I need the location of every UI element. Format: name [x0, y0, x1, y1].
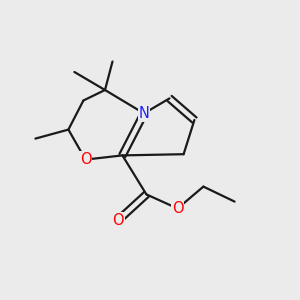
Text: O: O — [112, 213, 124, 228]
Text: O: O — [172, 201, 183, 216]
Text: O: O — [80, 152, 91, 167]
Text: N: N — [139, 106, 149, 121]
